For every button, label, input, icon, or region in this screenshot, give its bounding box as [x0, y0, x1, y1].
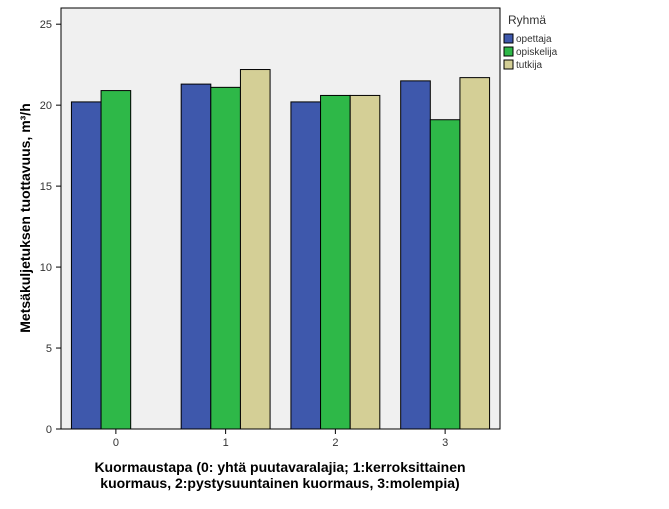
y-tick-label: 10	[40, 262, 52, 274]
legend-title: Ryhmä	[508, 13, 546, 27]
y-tick-label: 20	[40, 100, 52, 112]
bar-tutkija-3	[459, 77, 491, 430]
legend-swatch-tutkija	[503, 59, 514, 70]
x-tick-label: 3	[442, 437, 448, 449]
x-axis: 0 1 2 3	[113, 429, 448, 449]
bar-opettaja-1	[180, 83, 212, 430]
bar-opiskelija-2	[320, 94, 351, 430]
bar-opettaja-0	[70, 101, 102, 430]
legend: Ryhmä opettaja opiskelija tutkija	[503, 13, 558, 71]
x-tick-label: 1	[223, 437, 229, 449]
bars-group	[70, 69, 491, 430]
y-tick-label: 15	[40, 181, 52, 193]
bar-tutkija-2	[349, 94, 381, 430]
y-tick-label: 5	[46, 343, 52, 355]
y-axis: 0 5 10 15 20 25	[40, 19, 61, 436]
legend-label-opettaja: opettaja	[516, 34, 552, 45]
bar-opettaja-3	[400, 80, 431, 430]
legend-label-opiskelija: opiskelija	[516, 47, 558, 58]
x-axis-label-line-1: Kuormaustapa (0: yhtä puutavaralajia; 1:…	[94, 459, 465, 475]
bar-tutkija-1	[239, 69, 271, 430]
bar-opiskelija-3	[429, 119, 461, 430]
legend-swatch-opiskelija	[503, 46, 514, 57]
bar-opiskelija-1	[210, 86, 241, 430]
x-tick-label: 2	[332, 437, 338, 449]
x-axis-label-line-2: kuormaus, 2:pystysuuntainen kuormaus, 3:…	[100, 475, 459, 491]
bar-opiskelija-0	[100, 90, 132, 430]
legend-swatch-opettaja	[503, 33, 514, 44]
legend-label-tutkija: tutkija	[516, 60, 543, 71]
x-tick-label: 0	[113, 437, 119, 449]
y-tick-label: 25	[40, 19, 52, 31]
y-axis-label: Metsäkuljetuksen tuottavuus, m³/h	[17, 103, 33, 332]
y-tick-label: 0	[46, 424, 52, 436]
bar-opettaja-2	[290, 101, 322, 430]
